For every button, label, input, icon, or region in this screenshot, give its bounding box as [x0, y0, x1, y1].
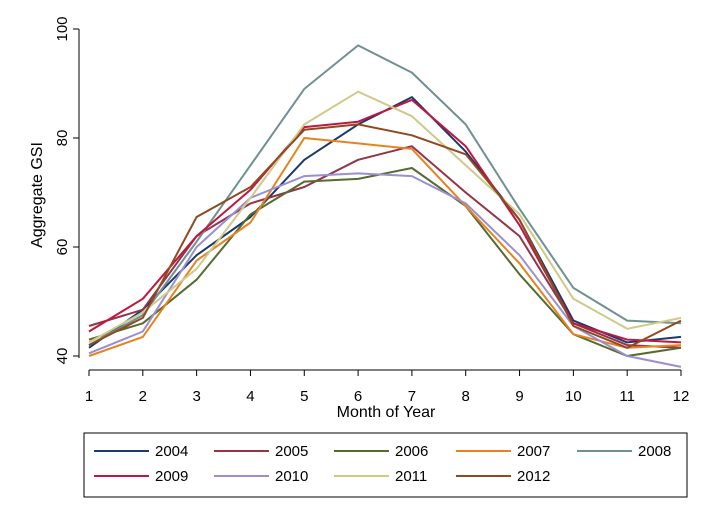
y-tick-label: 40 [54, 348, 71, 365]
legend-label-2004: 2004 [155, 443, 188, 460]
x-tick-label: 6 [354, 388, 362, 405]
legend-label-2006: 2006 [395, 443, 428, 460]
y-tick-label: 100 [54, 16, 71, 41]
x-tick-label: 8 [462, 388, 470, 405]
x-tick-label: 2 [139, 388, 147, 405]
x-tick-label: 12 [673, 388, 690, 405]
series-line-2008 [88, 44, 682, 346]
legend-label-2005: 2005 [275, 443, 308, 460]
legend-label-2010: 2010 [275, 468, 308, 485]
x-axis-label: Month of Year [337, 404, 436, 421]
legend-label-2008: 2008 [638, 443, 671, 460]
x-tick-label: 7 [408, 388, 416, 405]
y-tick-label: 60 [54, 239, 71, 256]
series-line-2006 [88, 167, 682, 357]
series-line-2009 [88, 98, 682, 344]
x-tick-label: 5 [300, 388, 308, 405]
x-tick-label: 4 [246, 388, 254, 405]
series-line-2007 [88, 137, 682, 357]
x-tick-label: 9 [515, 388, 523, 405]
x-tick-label: 10 [565, 388, 582, 405]
y-tick-label: 80 [54, 130, 71, 147]
y-axis-label: Aggregate GSI [29, 142, 46, 248]
legend-label-2007: 2007 [517, 443, 550, 460]
legend-box [83, 432, 688, 498]
legend: 2004 2005 2006 2007 2008 2009 2010 2011 2012 [83, 432, 688, 498]
series-line-2010 [88, 172, 682, 368]
x-tick-label: 11 [619, 388, 635, 405]
x-tick-label: 1 [85, 388, 93, 405]
series-line-2005 [88, 145, 682, 349]
legend-label-2012: 2012 [517, 468, 550, 485]
legend-label-2009: 2009 [155, 468, 188, 485]
series-line-2012 [88, 123, 682, 349]
legend-label-2011: 2011 [395, 468, 427, 485]
series-lines [88, 44, 682, 368]
x-tick-label: 3 [192, 388, 200, 405]
series-line-2011 [88, 90, 682, 344]
